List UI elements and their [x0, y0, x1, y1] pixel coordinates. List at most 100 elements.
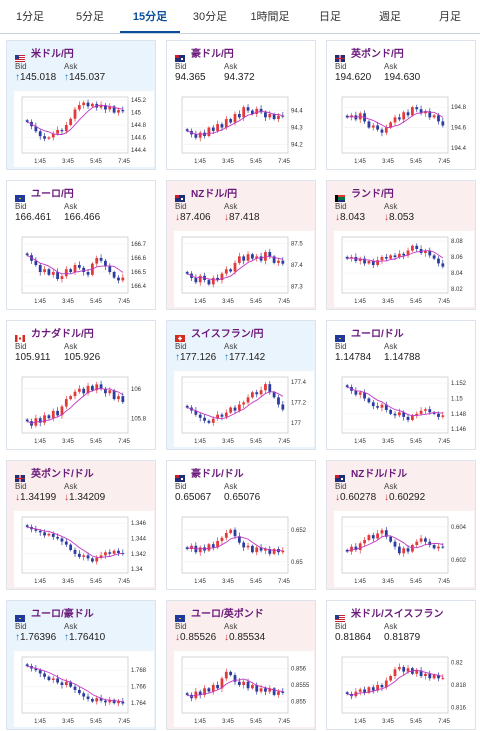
pair-name[interactable]: 豪ドル/円: [191, 48, 234, 60]
pair-header: スイスフラン/円: [175, 325, 264, 342]
pair-name[interactable]: NZドル/ドル: [351, 468, 408, 480]
pair-name[interactable]: ユーロ/英ポンド: [191, 608, 264, 620]
tab-1min[interactable]: 1分足: [15, 11, 45, 23]
arrow-up-icon: ↑: [175, 352, 180, 363]
mini-chart[interactable]: 0.604 0.602 1:45 3:45 5:45 7:45: [334, 511, 474, 587]
bid-value: ↓87.406: [175, 212, 211, 223]
candle-body: [220, 537, 224, 541]
pair-name[interactable]: 米ドル/スイスフラン: [351, 608, 444, 620]
candle-body: [233, 113, 237, 123]
candle-body: [393, 255, 397, 257]
bid-label: Bid: [335, 62, 347, 71]
pair-name[interactable]: ユーロ/豪ドル: [31, 608, 94, 620]
mini-chart[interactable]: 8.08 8.06 8.04 8.02 1:45 3:45 5:45 7:45: [334, 231, 474, 307]
mini-chart[interactable]: 94.4 94.3 94.2 1:45 3:45 5:45 7:45: [174, 91, 314, 167]
rate-card-nzd-usd[interactable]: NZドル/ドル Bid Ask ↓0.60278 ↓0.60292 0.604 0.602 1…: [326, 460, 476, 590]
rate-card-gbp-usd[interactable]: 英ポンド/ドル Bid Ask ↓1.34199 ↓1.34209 1.346 1.344 1…: [6, 460, 156, 590]
pair-name[interactable]: ユーロ/ドル: [351, 328, 404, 340]
candle-body: [224, 671, 228, 679]
y-tick-label: 145.2: [131, 98, 147, 104]
candle-body: [402, 112, 406, 120]
candle-body: [112, 272, 116, 278]
candle-body: [268, 549, 272, 554]
y-tick-label: 1.34: [131, 567, 143, 573]
pair-name[interactable]: NZドル/円: [191, 188, 238, 200]
y-tick-label: 8.08: [451, 239, 463, 245]
tab-30min[interactable]: 30分足: [192, 11, 228, 23]
tab-5min[interactable]: 5分足: [75, 11, 105, 23]
tab-monthly[interactable]: 月足: [439, 11, 461, 23]
rate-card-gbp-jpy[interactable]: 英ポンド/円 Bid Ask 194.620 194.630 194.8 194.6 194.…: [326, 40, 476, 170]
candlestick-chart: 87.5 87.4 87.3 1:45 3:45 5:45 7:45: [181, 236, 303, 305]
candle-body: [255, 256, 259, 259]
arrow-down-icon: ↓: [224, 632, 229, 643]
mini-chart[interactable]: 166.7 166.6 166.5 166.4 1:45 3:45 5:45 7:45: [14, 231, 154, 307]
x-tick-label: 1:45: [354, 439, 366, 445]
pair-name[interactable]: ランド/円: [351, 188, 394, 200]
rate-card-chf-jpy[interactable]: スイスフラン/円 Bid Ask ↑177.126 ↑177.142 177.4 177.2…: [166, 320, 316, 450]
candle-body: [86, 102, 90, 107]
candle-body: [419, 538, 423, 542]
tab-15min[interactable]: 15分足: [120, 0, 180, 33]
ask-number: 145.037: [69, 72, 106, 83]
arrow-down-icon: ↓: [335, 492, 340, 503]
mini-chart[interactable]: 0.652 0.65 1:45 3:45 5:45 7:45: [174, 511, 314, 587]
candle-body: [207, 688, 211, 692]
candle-body: [99, 105, 103, 108]
rate-card-eur-gbp[interactable]: ユーロ/英ポンド Bid Ask ↓0.85526 ↓0.85534 0.856 0.855…: [166, 600, 316, 730]
candle-body: [272, 392, 276, 398]
tab-weekly[interactable]: 週足: [379, 11, 401, 23]
bid-number: 0.60278: [340, 492, 377, 503]
rate-card-eur-usd[interactable]: ユーロ/ドル Bid Ask 1.14784 1.14788 1.152 1.15 1.148…: [326, 320, 476, 450]
mini-chart[interactable]: 106 105.8 1:45 3:45 5:45 7:45: [14, 371, 154, 447]
mini-chart[interactable]: 1.152 1.15 1.148 1.146 1:45 3:45 5:45 7:45: [334, 371, 474, 447]
ask-value: ↑1.76410: [64, 632, 105, 643]
y-tick-label: 194.4: [451, 146, 467, 152]
rate-card-cad-jpy[interactable]: カナダドル/円 Bid Ask 105.911 105.926 106 105.8 1:45 3…: [6, 320, 156, 450]
candle-body: [229, 529, 233, 533]
pair-name[interactable]: ユーロ/円: [31, 188, 74, 200]
rate-card-aud-usd[interactable]: 豪ドル/ドル Bid Ask 0.65067 0.65076 0.652 0.65 1:45 3…: [166, 460, 316, 590]
mini-chart[interactable]: 87.5 87.4 87.3 1:45 3:45 5:45 7:45: [174, 231, 314, 307]
x-tick-label: 5:45: [250, 299, 262, 305]
rate-card-usd-chf[interactable]: 米ドル/スイスフラン Bid Ask 0.81864 0.81879 0.82 0.818 0…: [326, 600, 476, 730]
rate-card-aud-jpy[interactable]: 豪ドル/円 Bid Ask 94.365 94.372 94.4 94.3 94.2 1:45 3…: [166, 40, 316, 170]
y-tick-label: 94.4: [291, 109, 303, 115]
pair-header: 米ドル/円: [15, 45, 74, 62]
mini-chart[interactable]: 177.4 177.2 177 1:45 3:45 5:45 7:45: [174, 371, 314, 447]
rate-card-usd-jpy[interactable]: 米ドル/円 Bid Ask ↑145.018 ↑145.037 145.2 145 144.8…: [6, 40, 156, 170]
candle-body: [82, 555, 86, 557]
candle-body: [25, 419, 29, 422]
candle-body: [419, 410, 423, 414]
bid-label: Bid: [175, 622, 187, 631]
candle-body: [277, 115, 280, 120]
pair-name[interactable]: スイスフラン/円: [191, 328, 264, 340]
mini-chart[interactable]: 145.2 145 144.8 144.6 144.4 1:45 3:45 5:45 7:45: [14, 91, 154, 167]
candle-body: [86, 696, 90, 699]
candle-body: [117, 110, 120, 113]
mini-chart[interactable]: 0.856 0.8555 0.855 1:45 3:45 5:45 7:45: [174, 651, 314, 727]
mini-chart[interactable]: 0.82 0.818 0.816 1:45 3:45 5:45 7:45: [334, 651, 474, 727]
mini-chart[interactable]: 1.768 1.766 1.764 1:45 3:45 5:45 7:45: [14, 651, 154, 727]
rate-card-eur-aud[interactable]: ユーロ/豪ドル Bid Ask ↑1.76396 ↑1.76410 1.768 1.766 1…: [6, 600, 156, 730]
mini-chart[interactable]: 1.346 1.344 1.342 1.34 1:45 3:45 5:45 7:45: [14, 511, 154, 587]
pair-name[interactable]: 英ポンド/ドル: [31, 468, 94, 480]
tab-1hour[interactable]: 1時間足: [250, 11, 290, 23]
pair-name[interactable]: 豪ドル/ドル: [191, 468, 244, 480]
candle-body: [211, 685, 215, 692]
candle-body: [34, 529, 38, 531]
mini-chart[interactable]: 194.8 194.6 194.4 1:45 3:45 5:45 7:45: [334, 91, 474, 167]
pair-name[interactable]: 米ドル/円: [31, 48, 74, 60]
rate-card-nzd-jpy[interactable]: NZドル/円 Bid Ask ↓87.406 ↓87.418 87.5 87.4 87.3 1:…: [166, 180, 316, 310]
pair-name[interactable]: カナダドル/円: [31, 328, 94, 340]
candle-body: [86, 555, 90, 559]
y-tick-label: 166.5: [131, 270, 147, 276]
rate-card-eur-jpy[interactable]: ユーロ/円 Bid Ask 166.461 166.466 166.7 166.6 166.5…: [6, 180, 156, 310]
tab-daily[interactable]: 日足: [319, 11, 341, 23]
rate-card-zar-jpy[interactable]: ランド/円 Bid Ask ↓8.043 ↓8.053 8.08 8.06 8.04 8.02 1…: [326, 180, 476, 310]
pair-header: カナダドル/円: [15, 325, 94, 342]
candle-body: [424, 409, 427, 411]
candle-body: [47, 137, 51, 139]
plot-area: [341, 376, 449, 434]
pair-name[interactable]: 英ポンド/円: [351, 48, 404, 60]
